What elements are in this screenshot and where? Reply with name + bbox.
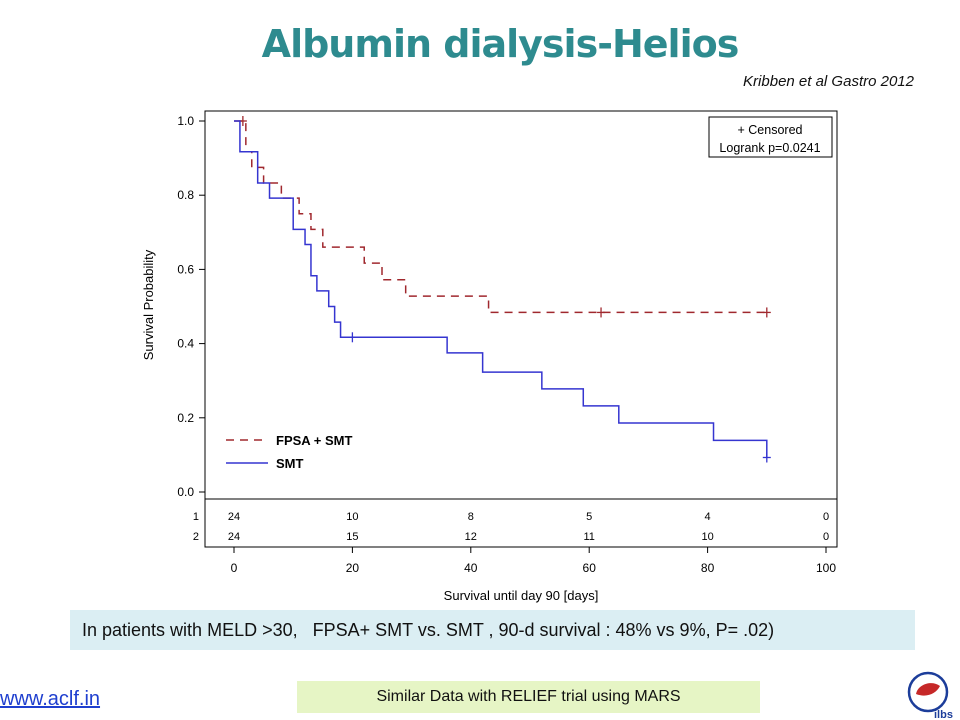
logo-text: ilbs (934, 709, 953, 720)
risk-cell: 0 (823, 531, 829, 543)
risk-cell: 10 (701, 531, 713, 543)
y-axis: 0.0 0.2 0.4 0.6 0.8 1.0 (177, 114, 205, 499)
y-tick-label: 0.2 (177, 411, 194, 425)
y-tick-label: 0.6 (177, 262, 194, 276)
y-tick-label: 0.8 (177, 188, 194, 202)
inset-legend: + Censored Logrank p=0.0241 (708, 116, 833, 158)
x-axis: 0 20 40 60 80 100 (231, 547, 836, 575)
y-tick-label: 1.0 (177, 114, 194, 128)
website-link[interactable]: www.aclf.in (0, 688, 101, 710)
risk-row-label: 1 (193, 511, 199, 523)
risk-cell: 0 (823, 511, 829, 523)
y-tick-label: 0.0 (177, 485, 194, 499)
note-box: Similar Data with RELIEF trial using MAR… (297, 681, 760, 713)
x-tick-label: 20 (346, 561, 360, 575)
risk-cell: 8 (468, 511, 474, 523)
slide-title: Albumin dialysis-Helios (261, 22, 740, 66)
risk-cell: 11 (583, 531, 594, 543)
censored-label: + Censored (738, 123, 803, 137)
risk-cell: 24 (228, 511, 240, 523)
risk-cell: 4 (705, 511, 711, 523)
risk-table: 1 24 10 8 5 4 0 2 24 15 12 11 10 0 (193, 511, 829, 543)
logo-liver (916, 683, 940, 696)
y-tick-label: 0.4 (177, 337, 194, 351)
x-tick-label: 100 (816, 561, 836, 575)
x-tick-label: 80 (701, 561, 715, 575)
series-layer (234, 116, 771, 463)
logo-ring (907, 671, 949, 713)
x-axis-label: Survival until day 90 [days] (444, 588, 599, 603)
summary-box: In patients with MELD >30, FPSA+ SMT vs.… (70, 610, 915, 650)
risk-table-frame (204, 498, 838, 548)
series-legend: FPSA + SMT SMT (226, 433, 353, 471)
risk-cell: 12 (465, 531, 477, 543)
series-line-1 (234, 120, 767, 314)
inset-legend-box (708, 116, 833, 158)
risk-cell: 24 (228, 531, 240, 543)
x-tick-label: 0 (231, 561, 238, 575)
legend-label-fpsa: FPSA + SMT (276, 433, 353, 448)
risk-cell: 5 (586, 511, 592, 523)
citation: Kribben et al Gastro 2012 (743, 73, 914, 90)
logrank-label: Logrank p=0.0241 (719, 141, 820, 155)
legend-label-smt: SMT (276, 456, 304, 471)
y-axis-label: Survival Probability (141, 249, 156, 360)
risk-row-label: 2 (193, 531, 199, 543)
risk-cell: 10 (346, 511, 358, 523)
risk-cell: 15 (346, 531, 358, 543)
series-line-2 (234, 120, 768, 458)
ilbs-logo: ilbs (907, 671, 953, 720)
x-tick-label: 60 (583, 561, 597, 575)
x-tick-label: 40 (464, 561, 478, 575)
